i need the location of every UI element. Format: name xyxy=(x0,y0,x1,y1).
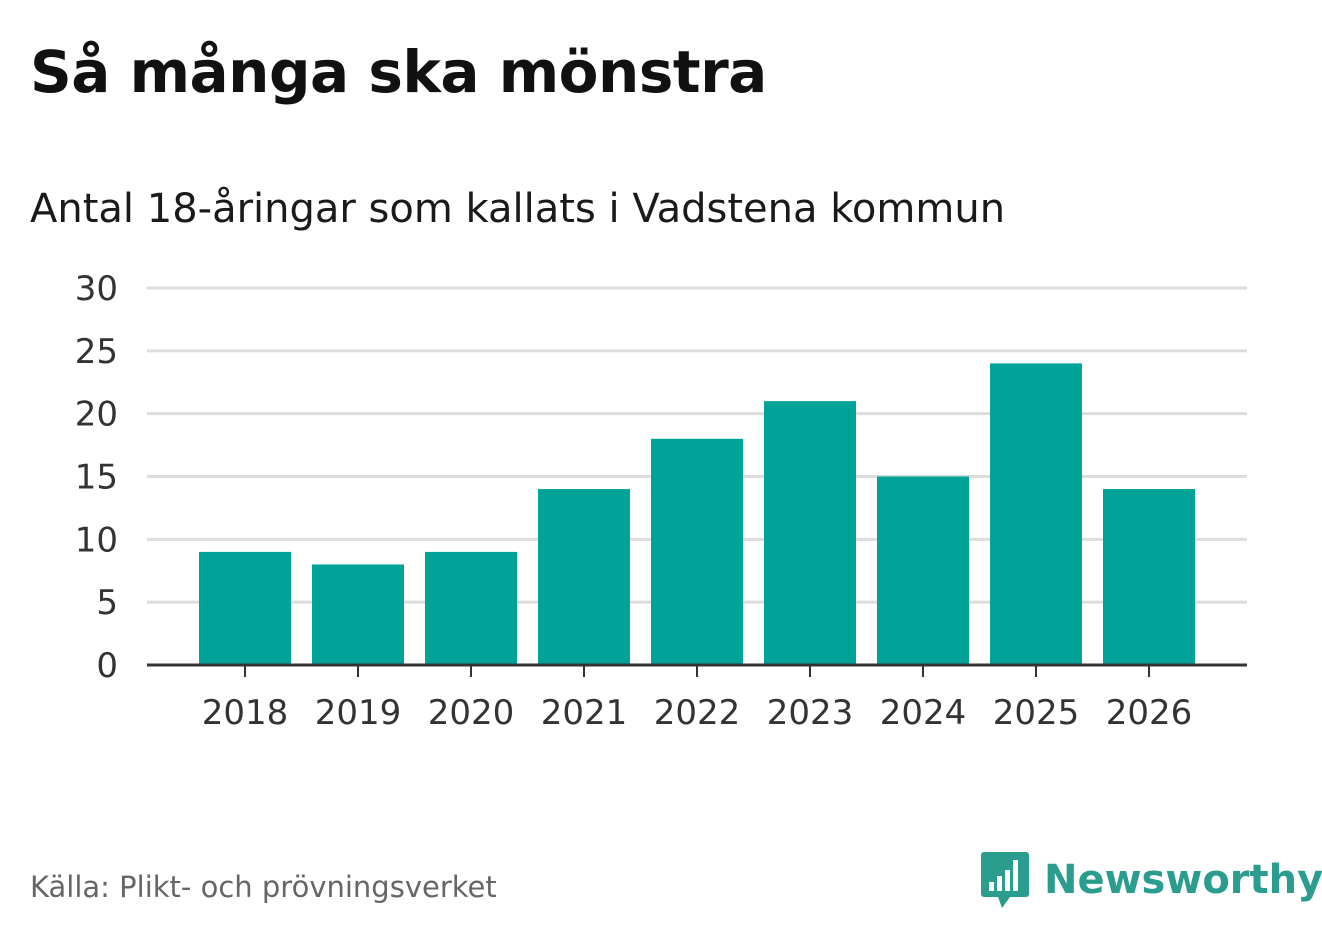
x-tick-label: 2020 xyxy=(428,693,515,733)
y-tick-label: 10 xyxy=(75,520,118,560)
y-tick-label: 30 xyxy=(75,269,118,309)
x-tick-label: 2018 xyxy=(202,693,289,733)
bar-2022 xyxy=(651,438,743,665)
bar-2023 xyxy=(764,401,856,665)
bar-chart-bubble-icon xyxy=(981,852,1029,908)
x-tick-label: 2019 xyxy=(315,693,402,733)
chart-title: Så många ska mönstra xyxy=(30,38,767,106)
x-tick-label: 2025 xyxy=(993,693,1080,733)
bar-2019 xyxy=(312,564,404,665)
y-tick-label: 25 xyxy=(75,332,118,372)
x-axis-ticks: 2018 2019 2020 2021 2022 2023 2024 2025 2026 xyxy=(202,665,1193,733)
bar-2025 xyxy=(990,363,1082,665)
chart-subtitle: Antal 18-åringar som kallats i Vadstena … xyxy=(30,186,1006,232)
y-tick-label: 15 xyxy=(75,458,118,498)
bar-2018 xyxy=(199,551,291,665)
x-tick-label: 2024 xyxy=(880,693,967,733)
y-tick-label: 5 xyxy=(96,583,118,623)
bar-2020 xyxy=(425,551,517,665)
x-tick-label: 2022 xyxy=(654,693,741,733)
bar-2021 xyxy=(538,489,630,665)
x-tick-label: 2026 xyxy=(1106,693,1193,733)
brand-logo: Newsworthy xyxy=(980,850,1322,910)
y-tick-label: 0 xyxy=(96,646,118,686)
y-tick-label: 20 xyxy=(75,395,118,435)
source-note: Källa: Plikt- och prövningsverket xyxy=(30,870,497,904)
x-tick-label: 2021 xyxy=(541,693,628,733)
brand-name: Newsworthy xyxy=(1044,857,1322,903)
bar-2026 xyxy=(1103,489,1195,665)
x-tick-label: 2023 xyxy=(767,693,854,733)
bars xyxy=(199,363,1195,665)
bar-2024 xyxy=(877,476,969,665)
y-axis-ticks: 0 5 10 15 20 25 30 xyxy=(75,269,118,686)
